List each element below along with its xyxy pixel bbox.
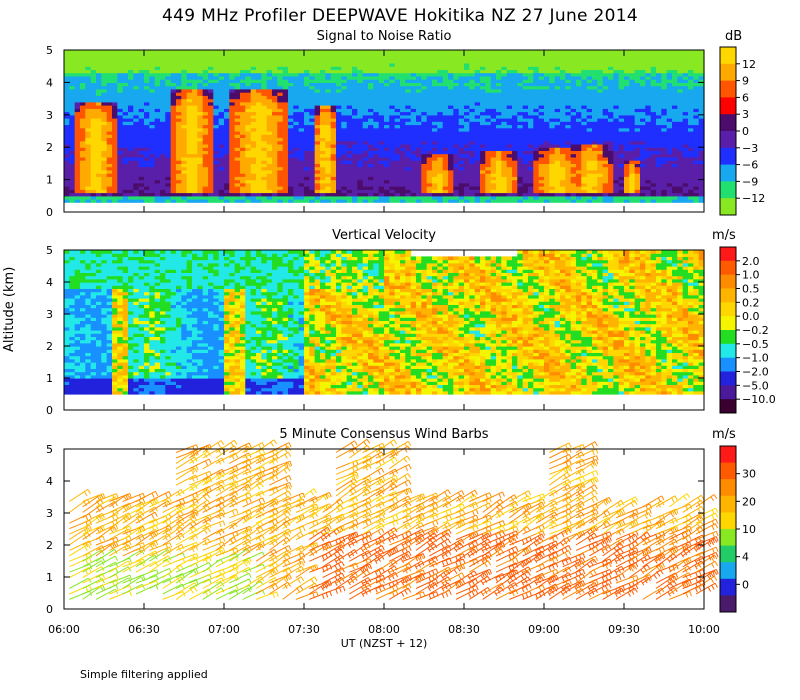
colorbar-swatch [720,529,736,547]
y-tick-label: 4 [46,76,53,89]
colorbar-swatch [720,399,736,414]
colorbar-label: 12 [742,58,756,71]
colorbar-swatch [720,260,736,276]
colorbar-swatch [720,371,736,386]
unit-label-vertical-velocity: m/s [712,228,736,243]
colorbar-swatch [720,446,736,464]
y-tick-label: 5 [46,244,53,257]
colorbar-label: −2.0 [742,366,769,379]
panel-title-snr: Signal to Noise Ratio [316,29,452,44]
x-tick-label: 06:30 [128,623,160,636]
y-tick-label: 2 [46,539,53,552]
colorbar-label: 0 [742,125,749,138]
y-tick-label: 4 [46,475,53,488]
panel-title-vertical-velocity: Vertical Velocity [332,228,436,243]
colorbar-label: 4 [742,551,749,564]
colorbar-swatch [720,578,736,596]
colorbar-label: −3 [742,142,758,155]
colorbar-swatch [720,302,736,317]
panel-title-wind-barbs: 5 Minute Consensus Wind Barbs [279,427,489,442]
colorbar-swatch [720,479,736,497]
colorbar-label: 0.5 [742,283,760,296]
colorbar-label: −0.2 [742,324,769,337]
y-tick-label: 1 [46,571,53,584]
x-tick-label: 08:00 [368,623,400,636]
y-tick-label: 3 [46,308,53,321]
x-tick-label: 07:00 [208,623,240,636]
colorbar-label: −1.0 [742,352,769,365]
y-tick-label: 5 [46,44,53,57]
colorbar-swatch [720,80,736,98]
colorbar-label: −6 [742,159,758,172]
colorbar-swatch [720,147,736,166]
y-tick-label: 1 [46,372,53,385]
vertical-velocity-heatmap [64,250,705,395]
x-tick-label: 09:30 [608,623,640,636]
wind-barbs [69,438,719,600]
snr-heatmap [64,50,705,203]
colorbar-swatch [720,330,736,345]
y-tick-label: 3 [46,507,53,520]
unit-label-wind: m/s [712,427,736,442]
footnote: Simple filtering applied [80,668,208,681]
colorbar-label: 20 [742,495,756,508]
colorbar-swatch [720,316,736,331]
colorbar-label: −12 [742,192,765,205]
y-tick-label: 2 [46,141,53,154]
y-tick-label: 0 [46,206,53,219]
x-tick-label: 10:00 [688,623,720,636]
colorbar-swatch [720,343,736,359]
colorbar-swatch [720,131,736,149]
colorbar-label: 9 [742,75,749,88]
y-tick-label: 4 [46,276,53,289]
x-axis-label: UT (NZST + 12) [340,637,428,650]
colorbar-label: 6 [742,91,749,104]
colorbar-label: −10.0 [742,393,776,406]
colorbar-swatch [720,47,736,65]
colorbar-swatch [720,181,736,199]
colorbar-swatch [720,357,736,372]
colorbar-label: −0.5 [742,338,769,351]
colorbar-swatch [720,114,736,132]
y-tick-label: 1 [46,174,53,187]
colorbar-label: 30 [742,468,756,481]
colorbar-swatch [720,164,736,182]
x-tick-label: 06:00 [48,623,80,636]
colorbar-swatch [720,495,736,513]
y-tick-label: 0 [46,404,53,417]
colorbar-swatch [720,288,736,303]
chart-title: 449 MHz Profiler DEEPWAVE Hokitika NZ 27… [162,6,638,26]
colorbar-label: 10 [742,523,756,536]
colorbar-label: 3 [742,108,749,121]
colorbar-swatch [720,198,736,216]
colorbar-label: −9 [742,175,758,188]
colorbar-swatch [720,385,736,400]
colorbar-swatch [720,63,736,82]
colorbar-label: 0 [742,578,749,591]
colorbar-label: 0.2 [742,296,760,309]
colorbar-swatch [720,274,736,289]
colorbar-swatch [720,562,736,580]
colorbar-label: 1.0 [742,269,760,282]
y-tick-label: 5 [46,443,53,456]
colorbar-label: −5.0 [742,379,769,392]
colorbar-label: 2.0 [742,255,760,268]
colorbar-swatch [720,247,736,262]
colorbar-swatch [720,462,736,480]
x-tick-label: 07:30 [288,623,320,636]
colorbar-swatch [720,512,736,530]
x-tick-label: 08:30 [448,623,480,636]
unit-label-snr: dB [725,29,743,44]
colorbar-swatch [720,595,736,613]
colorbar-swatch [720,97,736,115]
colorbar-swatch [720,545,736,563]
x-tick-label: 09:00 [528,623,560,636]
y-tick-label: 0 [46,603,53,616]
colorbar-label: 0.0 [742,310,760,323]
y-tick-label: 3 [46,109,53,122]
y-tick-label: 2 [46,340,53,353]
